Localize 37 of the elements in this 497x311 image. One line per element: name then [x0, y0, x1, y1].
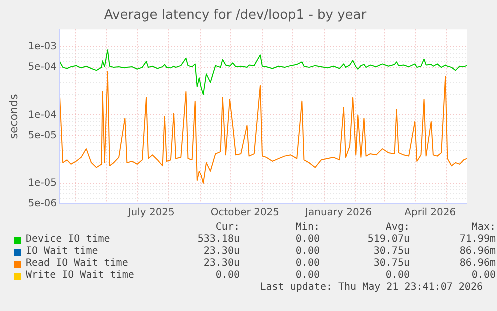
text: 519.07u — [366, 234, 410, 246]
chart-title: Average latency for /dev/loop1 - by year — [104, 8, 368, 24]
text: 0.00 — [214, 270, 240, 282]
legend-label: Read IO Wait time — [26, 258, 128, 270]
text: 86.96m — [460, 246, 496, 257]
text: 86.96m — [460, 258, 496, 269]
text: Avg: — [384, 222, 410, 234]
y-tick-label: 1e-05 — [28, 178, 58, 190]
x-tick-label: April 2026 — [404, 208, 456, 219]
text: Max: — [472, 222, 496, 233]
text: 71.99m — [460, 234, 496, 245]
y-tick-label: 5e-05 — [28, 130, 58, 142]
text: 0.00 — [296, 270, 320, 281]
legend-label: IO Wait time — [26, 246, 98, 258]
text: 0.00 — [296, 234, 320, 245]
legend-label: Device IO time — [26, 234, 110, 246]
y-tick-label: 5e-06 — [28, 198, 58, 210]
text: 0.00 — [296, 258, 320, 269]
text: 23.30u — [202, 258, 240, 270]
text: 30.75u — [372, 258, 410, 270]
text: 0.00 — [384, 270, 410, 282]
text: Last update: Thu May 21 23:41:07 2026 — [260, 282, 483, 294]
y-axis-title: seconds — [7, 94, 20, 140]
x-tick-label: July 2025 — [127, 208, 175, 219]
text: 0.00 — [472, 270, 496, 281]
text: 0.00 — [296, 246, 320, 257]
legend-label: Write IO Wait time — [26, 270, 134, 282]
x-tick-label: October 2025 — [210, 208, 280, 219]
y-tick-label: 1e-04 — [28, 110, 58, 121]
text: 23.30u — [202, 246, 240, 258]
text: Cur: — [214, 222, 240, 234]
text: 30.75u — [372, 246, 410, 258]
y-tick-label: 1e-03 — [28, 42, 58, 53]
text: Min: — [296, 222, 320, 233]
text: 533.18u — [196, 234, 240, 246]
y-tick-label: 5e-04 — [28, 62, 58, 74]
x-tick-label: January 2026 — [304, 208, 372, 219]
